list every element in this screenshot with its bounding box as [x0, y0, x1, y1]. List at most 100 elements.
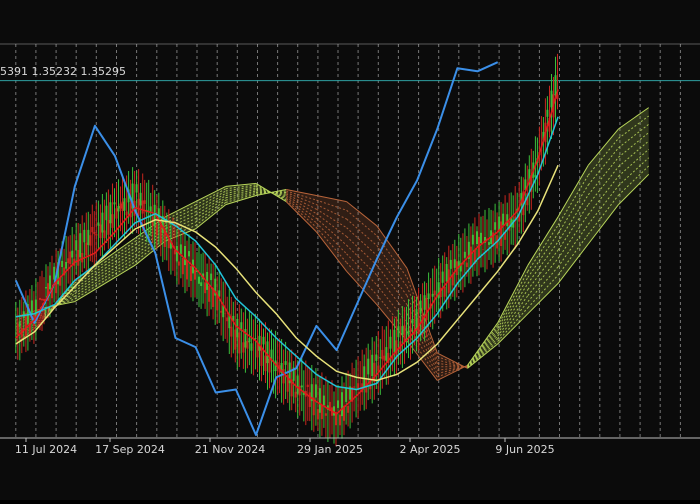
cloud-hatch	[195, 188, 227, 206]
cloud-hatch	[286, 190, 317, 201]
grid-layer	[0, 43, 700, 438]
cloud-hatch	[618, 165, 650, 196]
cloud-hatch	[346, 209, 378, 237]
cloud-span-a-edge	[285, 201, 317, 233]
cloud-segment	[105, 238, 136, 284]
cloud-span-a-edge	[316, 231, 347, 272]
cloud-hatch	[376, 264, 408, 305]
cloud-hatch	[255, 187, 287, 198]
cloud-hatch	[557, 194, 589, 243]
cloud-hatch	[497, 307, 529, 342]
cloud-segment	[437, 353, 468, 381]
cloud-span-b-edge	[74, 282, 106, 303]
cloud-hatch	[15, 310, 45, 325]
cloud-hatch	[316, 222, 347, 255]
cloud-hatch	[316, 217, 347, 246]
cloud-hatch	[255, 190, 287, 195]
cloud-span-b-edge	[527, 283, 559, 315]
cloud-span-b-edge	[437, 352, 468, 369]
candle-layer	[15, 53, 559, 446]
axis-layer: 11 Jul 2024 17 Sep 2024 21 Nov 2024 29 Jan …	[0, 437, 700, 456]
cloud-hatch	[74, 276, 106, 297]
cloud-segment	[558, 165, 589, 284]
cloud-hatch	[497, 289, 529, 334]
cloud-hatch	[285, 195, 317, 215]
cloud-hatch	[225, 192, 257, 201]
cloud-hatch	[316, 199, 347, 211]
cloud-hatch	[437, 356, 468, 369]
cloud-hatch	[285, 199, 317, 228]
cloud-segment	[195, 186, 226, 229]
cloud-span-b-edge	[255, 189, 287, 196]
cloud-hatch	[587, 185, 619, 225]
cloud-hatch	[376, 245, 408, 287]
series-line-kijun	[15, 116, 559, 391]
cloud-segment	[225, 183, 256, 205]
cloud-span-a-edge	[195, 185, 227, 203]
cloud-span-a-edge	[225, 182, 257, 187]
cloud-hatch	[618, 140, 650, 168]
cloud-hatch	[406, 313, 438, 371]
cloud-span-b-edge	[557, 243, 589, 284]
cloud-hatch	[285, 193, 317, 210]
cloud-hatch	[346, 262, 378, 296]
cloud-hatch	[406, 304, 438, 368]
cloud-hatch	[346, 244, 378, 276]
cloud-hatch	[104, 254, 136, 275]
cloud-span-a-edge	[437, 364, 468, 381]
x-tick-label: 17 Sep 2024	[95, 443, 165, 456]
cloud-hatch	[346, 218, 378, 246]
cloud-hatch	[225, 184, 257, 190]
series-line-sma	[15, 164, 559, 382]
cloud-hatch	[527, 241, 559, 284]
cloud-hatch	[165, 207, 196, 224]
cloud-hatch	[527, 249, 559, 290]
cloud-hatch	[225, 189, 257, 196]
cloud-hatch	[467, 341, 499, 369]
cloud-span-a-edge	[467, 322, 499, 366]
cloud-span-b-edge	[497, 313, 529, 345]
cloud-hatch	[285, 198, 317, 224]
cloud-span-b-edge	[195, 204, 227, 230]
cloud-span-a-edge	[346, 270, 378, 305]
cloud-segment	[618, 107, 649, 205]
cloud-hatch	[557, 204, 589, 251]
cloud-segment	[316, 195, 347, 272]
cloud-span-a-edge	[165, 201, 196, 218]
cloud-span-b-edge	[286, 189, 317, 196]
cloud-hatch	[557, 233, 589, 276]
cloud-hatch	[104, 261, 136, 281]
cloud-span-b-edge	[618, 173, 650, 205]
cloud-hatch	[195, 192, 227, 213]
x-tick-label: 21 Nov 2024	[195, 443, 265, 456]
cloud-hatch	[104, 257, 136, 278]
cloud-hatch	[497, 277, 529, 329]
series-line-tenkan	[15, 89, 559, 415]
cloud-segment	[376, 225, 407, 341]
cloud-span-a-edge	[618, 107, 649, 130]
cloud-hatch	[165, 204, 196, 221]
cloud-span-b-edge	[104, 264, 136, 284]
cloud-span-a-edge	[587, 128, 619, 166]
cloud-span-b-edge	[467, 343, 499, 369]
cloud-hatch	[437, 365, 468, 378]
x-tick-label: 9 Jun 2025	[495, 443, 554, 456]
cloud-hatch	[557, 184, 589, 234]
cloud-hatch	[286, 192, 317, 206]
cloud-hatch	[618, 157, 650, 187]
cloud-span-b-edge	[587, 204, 619, 245]
cloud-segment	[527, 216, 559, 314]
cloud-segment	[588, 128, 619, 244]
cloud-hatch	[195, 190, 227, 209]
cloud-hatch	[467, 335, 499, 368]
cloud-hatch	[618, 148, 650, 177]
cloud-hatch	[587, 166, 619, 205]
cloud-hatch	[527, 233, 559, 278]
cloud-span-a-edge	[527, 216, 559, 266]
cloud-hatch	[497, 283, 529, 332]
cloud-hatch	[467, 333, 499, 368]
cloud-span-a-edge	[557, 164, 589, 218]
cloud-span-b-edge	[225, 195, 257, 206]
x-tick-label: 2 Apr 2025	[399, 443, 460, 456]
